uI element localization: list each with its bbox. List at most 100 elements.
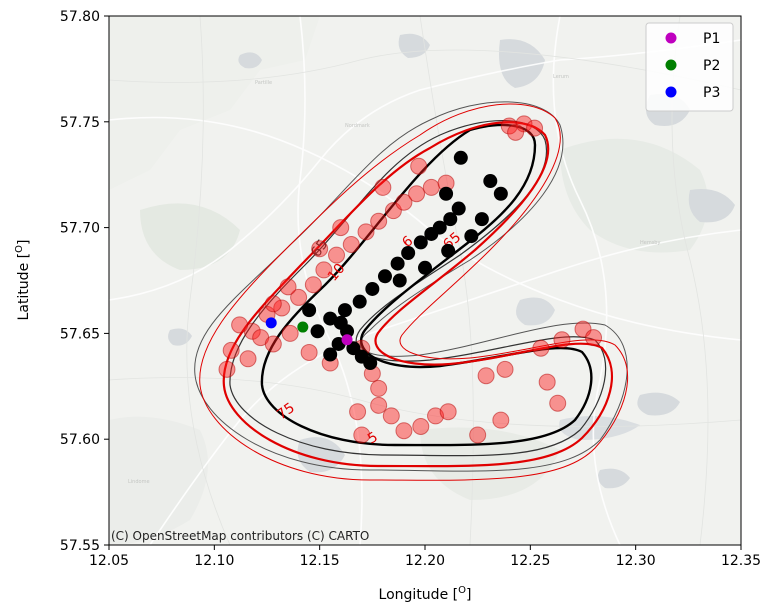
- y-tick-label: 57.75: [60, 115, 100, 131]
- red-track-point: [507, 123, 525, 141]
- black-track-point: [310, 324, 325, 339]
- x-tick-label: 12.10: [194, 553, 234, 569]
- red-track-points: [218, 115, 603, 444]
- black-track-point: [453, 150, 468, 165]
- red-track-point: [239, 350, 257, 368]
- red-track-point: [300, 343, 318, 361]
- red-track-point: [357, 223, 375, 241]
- legend-label: P1: [703, 31, 720, 47]
- x-tick-label: 12.30: [616, 553, 656, 569]
- svg-text:Lerum: Lerum: [553, 74, 569, 80]
- red-track-point: [395, 422, 413, 440]
- x-tick-label: 12.25: [510, 553, 550, 569]
- red-track-point: [279, 278, 297, 296]
- black-track-point: [337, 303, 352, 318]
- red-track-point: [273, 299, 291, 317]
- red-track-point: [290, 288, 308, 306]
- y-tick-label: 57.65: [60, 326, 100, 342]
- red-track-point: [374, 178, 392, 196]
- x-tick-label: 12.05: [89, 553, 129, 569]
- red-track-point: [492, 411, 510, 429]
- black-track-point: [418, 260, 432, 275]
- black-track-point: [352, 294, 367, 309]
- red-track-point: [477, 367, 495, 385]
- y-tick-label: 57.80: [60, 9, 100, 25]
- red-track-point: [281, 324, 299, 342]
- red-track-point: [370, 396, 388, 414]
- red-track-point: [328, 246, 346, 264]
- red-track-point: [500, 117, 518, 135]
- legend-marker-p3: [665, 86, 677, 98]
- black-track-point: [392, 273, 407, 288]
- black-track-point: [493, 186, 508, 201]
- red-track-point: [532, 339, 550, 357]
- svg-text:Hemsby: Hemsby: [640, 240, 660, 246]
- legend-marker-p2: [665, 59, 677, 71]
- red-track-point: [410, 157, 428, 175]
- red-track-point: [439, 403, 457, 421]
- red-track-point: [585, 329, 603, 347]
- red-track-point: [395, 193, 413, 211]
- red-track-point: [264, 295, 282, 313]
- red-track-point: [218, 360, 236, 378]
- black-track-point: [413, 235, 428, 250]
- black-track-point: [363, 356, 378, 371]
- black-track-point: [323, 347, 338, 362]
- y-tick-label: 57.70: [60, 221, 100, 237]
- red-track-point: [412, 418, 430, 436]
- red-track-point: [422, 178, 440, 196]
- black-track-point: [439, 186, 454, 201]
- red-track-point: [349, 403, 367, 421]
- point-p3: [265, 317, 277, 329]
- red-track-point: [496, 360, 514, 378]
- red-track-point: [231, 316, 249, 334]
- x-tick-label: 12.15: [300, 553, 340, 569]
- red-track-point: [382, 407, 400, 425]
- black-track-point: [443, 212, 458, 227]
- y-tick-label: 57.55: [60, 538, 100, 554]
- red-track-point: [222, 341, 240, 359]
- red-track-point: [553, 331, 571, 349]
- black-track-point: [377, 269, 392, 284]
- y-tick-label: 57.60: [60, 432, 100, 448]
- black-track-point: [365, 281, 380, 296]
- black-track-point: [432, 220, 447, 235]
- x-tick-label: 12.20: [405, 553, 445, 569]
- legend-label: P3: [703, 85, 720, 101]
- black-track-point: [441, 243, 456, 258]
- red-track-point: [304, 276, 322, 294]
- y-axis-label: Latitude [O]: [14, 240, 32, 321]
- black-track-points: [302, 150, 508, 371]
- red-track-point: [549, 394, 567, 412]
- x-axis: 12.05 12.10 12.15 12.20 12.25 12.30 12.35: [89, 545, 761, 569]
- x-axis-label: Longitude [O]: [379, 585, 472, 603]
- black-track-point: [451, 201, 466, 216]
- black-track-point: [390, 256, 405, 271]
- legend-marker-p1: [665, 32, 677, 44]
- svg-text:Partille: Partille: [255, 80, 272, 86]
- black-track-point: [333, 315, 348, 330]
- black-track-point: [464, 229, 479, 244]
- red-track-point: [353, 426, 371, 444]
- svg-text:Nordmark: Nordmark: [345, 123, 370, 129]
- red-track-point: [469, 426, 487, 444]
- black-track-point: [401, 245, 416, 260]
- black-track-point: [302, 303, 317, 318]
- red-track-point: [538, 373, 556, 391]
- y-axis: 57.55 57.60 57.65 57.70 57.75 57.80: [60, 9, 109, 554]
- red-track-point: [370, 379, 388, 397]
- red-track-point: [311, 240, 329, 258]
- red-track-point: [332, 219, 350, 237]
- point-p2: [297, 321, 309, 333]
- black-track-point: [474, 212, 489, 227]
- map-attribution: (C) OpenStreetMap contributors (C) CARTO: [111, 529, 369, 543]
- black-track-point: [483, 174, 498, 189]
- red-track-point: [370, 212, 388, 230]
- map-tiles: Partille Nordmark Lerum Hemsby Lindome: [109, 16, 741, 545]
- red-track-point: [427, 407, 445, 425]
- red-track-point: [264, 335, 282, 353]
- red-track-point: [408, 185, 426, 203]
- legend-label: P2: [703, 58, 720, 74]
- red-track-point: [315, 261, 333, 279]
